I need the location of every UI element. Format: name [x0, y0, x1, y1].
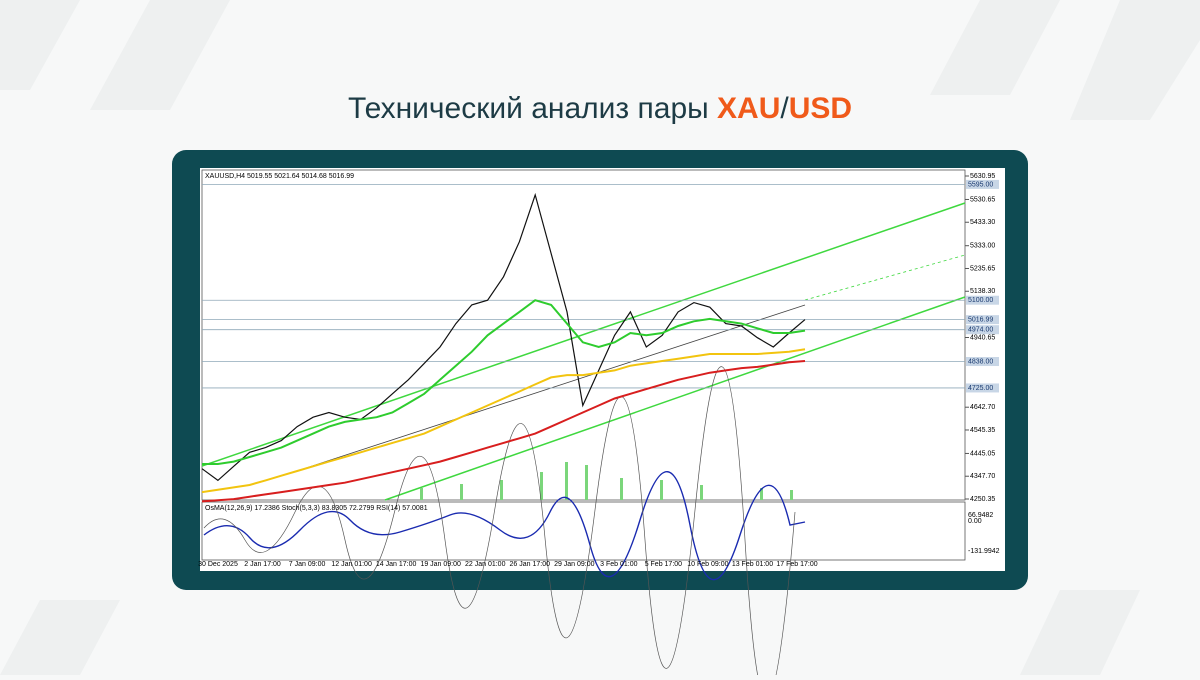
oscillator	[203, 471, 806, 581]
level-label: 5100.00	[968, 297, 993, 304]
indicator-tick-label: -131.9942	[968, 548, 1000, 555]
x-tick-label: 26 Jan 17:00	[510, 561, 551, 568]
y-tick-label: 4642.70	[970, 404, 995, 411]
y-tick-label: 5630.95	[970, 173, 995, 180]
series-line	[201, 360, 806, 503]
y-tick-label: 4940.65	[970, 334, 995, 341]
x-tick-label: 5 Feb 17:00	[645, 561, 682, 568]
y-tick-label: 4445.05	[970, 450, 995, 457]
series-line	[201, 192, 806, 482]
x-tick-label: 14 Jan 17:00	[376, 561, 417, 568]
y-tick-label: 5433.30	[970, 219, 995, 226]
x-tick-label: 29 Jan 09:00	[554, 561, 595, 568]
x-tick-label: 17 Feb 17:00	[776, 561, 817, 568]
stochastic	[203, 366, 796, 680]
level-tag	[966, 357, 999, 367]
plot-frame	[201, 169, 966, 501]
level-label: 5595.00	[968, 181, 993, 188]
y-tick-label: 5138.30	[970, 288, 995, 295]
chart-header: XAUUSD,H4 5019.55 5021.64 5014.68 5016.9…	[205, 173, 354, 180]
indicator-frame	[201, 501, 966, 561]
x-tick-label: 13 Feb 01:00	[732, 561, 773, 568]
channel	[201, 202, 966, 501]
y-tick-label: 4347.70	[970, 473, 995, 480]
level-tag	[966, 325, 999, 335]
indicator-tick-label: 66.9482	[968, 512, 993, 519]
x-tick-label: 30 Dec 2025	[198, 561, 238, 568]
indicator-title: OsMA(12,26,9) 17.2386 Stoch(5,3,3) 83.83…	[205, 505, 428, 512]
y-tick-label: 5333.00	[970, 243, 995, 250]
volume	[420, 462, 793, 500]
x-tick-label: 10 Feb 09:00	[687, 561, 728, 568]
level-label: 4725.00	[968, 385, 993, 392]
level-label: 4838.00	[968, 358, 993, 365]
y-tick-label: 5530.65	[970, 196, 995, 203]
x-tick-label: 3 Feb 01:00	[600, 561, 637, 568]
x-tick-label: 12 Jan 01:00	[331, 561, 372, 568]
x-tick-label: 7 Jan 09:00	[289, 561, 326, 568]
series-line	[202, 299, 806, 465]
series-line	[201, 348, 806, 494]
x-tick-label: 22 Jan 01:00	[465, 561, 506, 568]
level-label: 5016.99	[968, 316, 993, 323]
level-label: 4974.00	[968, 327, 993, 334]
x-tick-label: 2 Jan 17:00	[244, 561, 281, 568]
x-tick-label: 19 Jan 09:00	[420, 561, 461, 568]
y-tick-label: 5235.65	[970, 265, 995, 272]
page-title: Технический анализ пары XAU/USD	[348, 92, 852, 125]
y-tick-label: 4250.35	[970, 496, 995, 503]
y-tick-label: 4545.35	[970, 427, 995, 434]
level-tag	[966, 383, 999, 393]
level-tag	[966, 315, 999, 325]
indicator-tick-label: 0.00	[968, 518, 982, 525]
level-tag	[966, 295, 999, 305]
level-tag	[966, 179, 999, 189]
